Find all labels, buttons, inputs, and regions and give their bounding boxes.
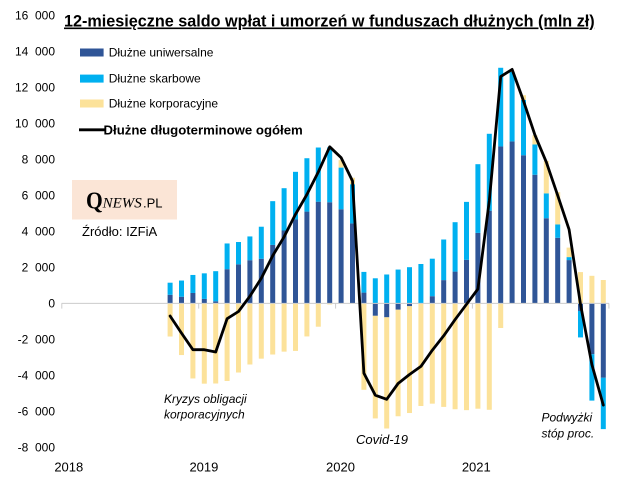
svg-text:Dłużne korporacyjne: Dłużne korporacyjne (109, 97, 219, 111)
svg-text:12-miesięczne saldo wpłat i um: 12-miesięczne saldo wpłat i umorzeń w fu… (64, 13, 595, 31)
svg-text:2 000: 2 000 (22, 261, 56, 275)
svg-text:Dłużne długoterminowe ogółem: Dłużne długoterminowe ogółem (104, 122, 303, 137)
svg-text:6 000: 6 000 (22, 189, 56, 203)
svg-text:NEWS: NEWS (102, 196, 143, 212)
svg-text:korporacyjnych: korporacyjnych (164, 408, 245, 422)
svg-text:Podwyżki: Podwyżki (542, 411, 593, 425)
svg-text:-4 000: -4 000 (18, 369, 56, 383)
svg-text:8 000: 8 000 (22, 153, 56, 167)
svg-text:10 000: 10 000 (15, 117, 55, 131)
svg-text:stóp proc.: stóp proc. (542, 426, 595, 440)
svg-text:Q: Q (86, 186, 103, 214)
svg-text:2018: 2018 (54, 460, 83, 475)
svg-text:2020: 2020 (326, 460, 355, 475)
svg-text:12 000: 12 000 (15, 81, 55, 95)
svg-text:16 000: 16 000 (15, 9, 55, 23)
svg-text:Kryzys obligacji: Kryzys obligacji (164, 392, 247, 406)
svg-text:.PL: .PL (143, 196, 163, 211)
svg-text:14 000: 14 000 (15, 45, 55, 59)
svg-text:-6 000: -6 000 (18, 405, 56, 419)
svg-text:Covid-19: Covid-19 (356, 432, 408, 447)
svg-text:Dłużne skarbowe: Dłużne skarbowe (109, 72, 201, 86)
svg-text:-8 000: -8 000 (18, 441, 56, 455)
svg-text:4 000: 4 000 (22, 225, 56, 239)
svg-text:-2 000: -2 000 (18, 333, 56, 347)
svg-text:0: 0 (48, 297, 55, 311)
svg-text:Źródło: IZFiA: Źródło: IZFiA (82, 224, 157, 239)
svg-text:Dłużne uniwersalne: Dłużne uniwersalne (109, 46, 214, 60)
svg-text:2019: 2019 (189, 460, 218, 475)
svg-text:2021: 2021 (462, 460, 491, 475)
